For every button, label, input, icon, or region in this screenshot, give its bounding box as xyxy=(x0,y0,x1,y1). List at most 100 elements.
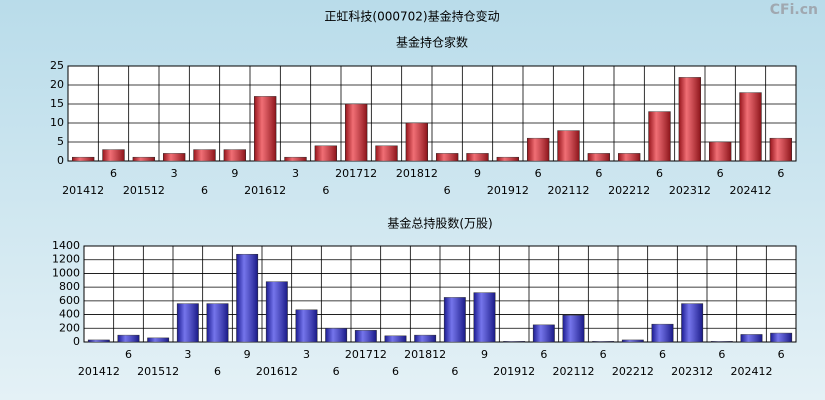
bar-shade xyxy=(592,341,614,342)
bar-shade xyxy=(770,333,792,342)
y-tick-label: 400 xyxy=(59,308,80,321)
bar-shade xyxy=(709,142,732,161)
bar-shade xyxy=(88,339,110,342)
bar-shade xyxy=(739,92,762,161)
x-tick-label: 201712 xyxy=(345,348,387,361)
x-tick-label: 3 xyxy=(171,167,178,180)
x-tick-label: 202412 xyxy=(731,365,773,378)
bar-shade xyxy=(527,138,550,161)
x-tick-label: 202112 xyxy=(548,184,590,197)
x-tick-label: 6 xyxy=(656,167,663,180)
x-tick-label: 202312 xyxy=(669,184,711,197)
x-tick-label: 9 xyxy=(231,167,238,180)
bar-shade xyxy=(284,157,307,161)
bar-shade xyxy=(622,339,644,342)
y-tick-label: 25 xyxy=(50,59,64,72)
bar-shade xyxy=(177,303,199,342)
x-tick-label: 6 xyxy=(451,365,458,378)
x-tick-label: 6 xyxy=(392,365,399,378)
bar-shade xyxy=(206,303,229,342)
chart-title: 基金持仓家数 xyxy=(396,35,468,50)
y-tick-label: 600 xyxy=(59,294,80,307)
page-title: 正虹科技(000702)基金持仓变动 xyxy=(324,9,499,24)
bar-shade xyxy=(193,149,216,161)
y-tick-label: 15 xyxy=(50,97,64,110)
bar-shade xyxy=(678,77,701,161)
x-tick-label: 9 xyxy=(244,348,251,361)
bar-shade xyxy=(473,292,496,342)
x-tick-label: 6 xyxy=(778,348,785,361)
x-tick-label: 202212 xyxy=(608,184,650,197)
bar-shade xyxy=(355,330,377,342)
bar-shade xyxy=(147,337,169,342)
bar-shade xyxy=(533,324,555,342)
bar-shade xyxy=(769,138,792,161)
x-tick-label: 6 xyxy=(535,167,542,180)
x-tick-label: 202212 xyxy=(612,365,654,378)
bar-shade xyxy=(503,341,525,342)
bar-shade xyxy=(223,149,246,161)
x-tick-label: 202312 xyxy=(671,365,713,378)
bar-shade xyxy=(375,145,398,161)
bar-shade xyxy=(466,153,489,161)
bar-shade xyxy=(496,157,519,161)
bar-shade xyxy=(444,297,466,342)
y-tick-label: 1000 xyxy=(52,266,80,279)
x-tick-label: 201912 xyxy=(493,365,535,378)
bar-shade xyxy=(414,335,436,342)
bar-shade xyxy=(72,157,95,161)
bar-shade xyxy=(163,153,186,161)
x-tick-label: 6 xyxy=(444,184,451,197)
x-tick-label: 6 xyxy=(659,348,666,361)
bar-shade xyxy=(651,324,674,342)
x-tick-label: 6 xyxy=(125,348,132,361)
x-tick-label: 6 xyxy=(777,167,784,180)
x-tick-label: 201612 xyxy=(244,184,286,197)
x-tick-label: 3 xyxy=(292,167,299,180)
x-tick-label: 201712 xyxy=(335,167,377,180)
x-tick-label: 6 xyxy=(333,365,340,378)
y-tick-label: 1400 xyxy=(52,239,80,252)
bar-shade xyxy=(648,111,671,161)
bar-shade xyxy=(102,149,125,161)
x-tick-label: 6 xyxy=(540,348,547,361)
x-tick-label: 201812 xyxy=(404,348,446,361)
bar-shade xyxy=(295,309,318,342)
bar-shade xyxy=(384,335,407,342)
x-tick-label: 201412 xyxy=(78,365,120,378)
x-tick-label: 6 xyxy=(718,348,725,361)
bar-shade xyxy=(236,254,258,342)
y-tick-label: 0 xyxy=(73,335,80,348)
x-tick-label: 201512 xyxy=(137,365,179,378)
x-tick-label: 6 xyxy=(110,167,117,180)
y-tick-label: 200 xyxy=(59,321,80,334)
x-tick-label: 6 xyxy=(214,365,221,378)
chart-title: 基金总持股数(万股) xyxy=(387,216,492,231)
x-tick-label: 6 xyxy=(322,184,329,197)
bar-shade xyxy=(681,303,703,342)
x-tick-label: 3 xyxy=(303,348,310,361)
bar-shade xyxy=(618,153,641,161)
bar-shade xyxy=(711,341,733,342)
bar-shade xyxy=(325,328,347,342)
bar-shade xyxy=(587,153,610,161)
y-tick-label: 0 xyxy=(57,154,64,167)
x-tick-label: 201612 xyxy=(256,365,298,378)
y-tick-label: 5 xyxy=(57,135,64,148)
bar-shade xyxy=(254,96,277,161)
x-tick-label: 6 xyxy=(201,184,208,197)
bar-shade xyxy=(117,335,140,342)
bar-shade xyxy=(557,130,580,161)
x-tick-label: 201412 xyxy=(62,184,104,197)
y-tick-label: 800 xyxy=(59,280,80,293)
bar-shade xyxy=(740,334,763,342)
x-tick-label: 6 xyxy=(595,167,602,180)
x-tick-label: 9 xyxy=(481,348,488,361)
bar-shade xyxy=(266,281,288,342)
bar-shade xyxy=(314,145,337,161)
x-tick-label: 201812 xyxy=(396,167,438,180)
bar-shade xyxy=(405,123,428,161)
x-tick-label: 201512 xyxy=(123,184,165,197)
bar-shade xyxy=(436,153,459,161)
